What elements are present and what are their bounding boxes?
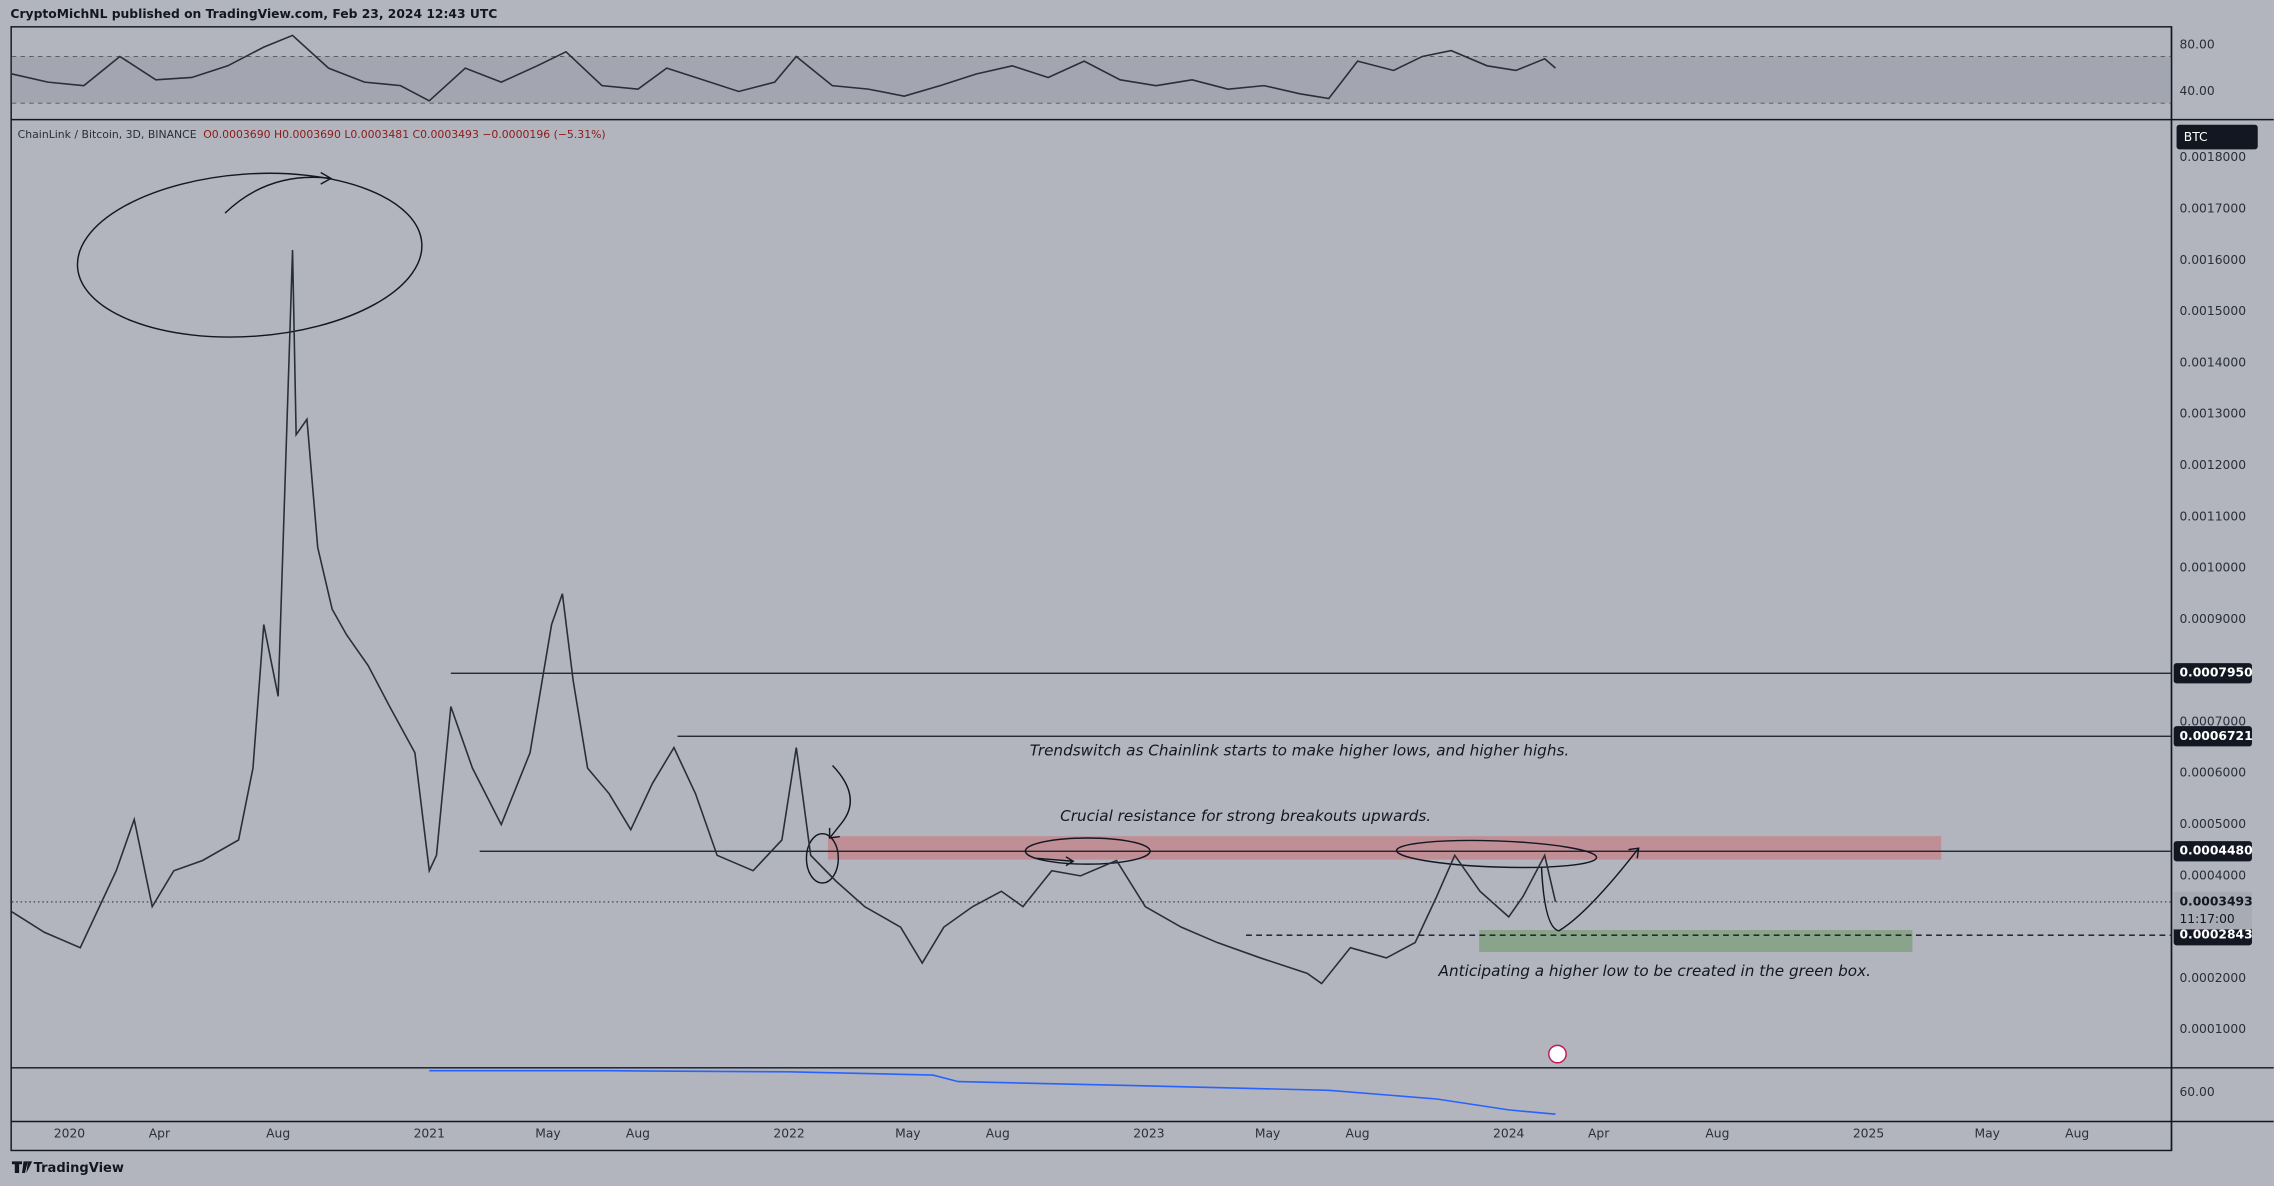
level-box: [2173, 663, 2252, 684]
level-label: 0.0002843: [2179, 928, 2252, 942]
x-tick-label: Apr: [1588, 1126, 1610, 1140]
level-label: 0.0006721: [2179, 729, 2252, 743]
rsi-band: [11, 56, 2171, 104]
x-tick-label: Apr: [149, 1126, 171, 1140]
x-tick-label: 2024: [1493, 1126, 1525, 1140]
last-price-label: 0.0003493: [2179, 894, 2252, 908]
x-tick-label: Aug: [986, 1126, 1010, 1140]
annotation: Anticipating a higher low to be created …: [1438, 962, 1871, 980]
annotation: Trendswitch as Chainlink starts to make …: [1030, 742, 1570, 760]
zone: [1479, 930, 1913, 952]
y-tick-label: 0.0005000: [2179, 817, 2246, 831]
y-tick-label: 0.0015000: [2179, 304, 2246, 318]
x-tick-label: 2021: [414, 1126, 445, 1140]
level-box: [2173, 925, 2252, 946]
price-line: [429, 1069, 1556, 1116]
x-tick-label: Aug: [626, 1126, 650, 1140]
x-tick-label: Aug: [1705, 1126, 1729, 1140]
y-tick-label: 0.0013000: [2179, 407, 2246, 421]
level-label: 0.0004480: [2179, 844, 2252, 858]
unit-box: [2176, 124, 2258, 150]
y-tick-label: 0.0016000: [2179, 253, 2246, 267]
x-tick-label: May: [1975, 1126, 2000, 1140]
x-tick-label: Aug: [266, 1126, 290, 1140]
y-tick-label: 0.0017000: [2179, 201, 2246, 215]
event-icon: [1548, 1044, 1567, 1064]
x-tick-label: 2023: [1133, 1126, 1164, 1140]
legend-symbol: ChainLink / Bitcoin, 3D, BINANCE: [18, 128, 197, 141]
level-box: [2173, 726, 2252, 747]
x-tick-label: 2025: [1853, 1126, 1884, 1140]
y-tick-label: 0.0001000: [2179, 1022, 2246, 1036]
y-tick-label: 0.0014000: [2179, 355, 2246, 369]
y-tick-label: 0.0018000: [2179, 150, 2246, 164]
y-tick-label: 0.0011000: [2179, 509, 2246, 523]
level-box: [2173, 841, 2252, 862]
y-tick-label: 0.0002000: [2179, 971, 2246, 985]
y-tick-label: 80.00: [2179, 37, 2214, 51]
y-tick-label: 0.0012000: [2179, 458, 2246, 472]
x-tick-label: Aug: [2065, 1126, 2089, 1140]
brand: TradingView: [34, 1161, 124, 1176]
annotation: Crucial resistance for strong breakouts …: [1060, 807, 1431, 825]
y-tick-label: 0.0006000: [2179, 766, 2246, 780]
logo: [11, 1161, 33, 1173]
x-tick-label: 2022: [773, 1126, 804, 1140]
last-price-box: [2173, 891, 2252, 930]
x-tick-label: 2020: [54, 1126, 86, 1140]
publisher: CryptoMichNL published on TradingView.co…: [10, 7, 497, 21]
x-tick-label: May: [535, 1126, 560, 1140]
y-tick-label: 40.00: [2179, 84, 2214, 98]
x-tick-label: May: [895, 1126, 920, 1140]
y-tick-label: 0.0004000: [2179, 868, 2246, 882]
y-tick-label: 0.0010000: [2179, 561, 2246, 575]
y-tick-label: 60.00: [2179, 1085, 2214, 1099]
x-tick-label: May: [1255, 1126, 1280, 1140]
zone: [827, 836, 1942, 860]
frame: [10, 26, 2274, 1152]
level-label: 0.0007950: [2179, 666, 2252, 680]
x-tick-label: Aug: [1346, 1126, 1370, 1140]
price-line: [11, 34, 1557, 102]
countdown: 11:17:00: [2179, 912, 2234, 926]
legend-ohlc: O0.0003690 H0.0003690 L0.0003481 C0.0003…: [203, 128, 605, 141]
unit-label: BTC: [2184, 130, 2208, 144]
y-tick-label: 0.0007000: [2179, 714, 2246, 728]
y-tick-label: 0.0009000: [2179, 612, 2246, 626]
price-line: [11, 250, 1557, 985]
